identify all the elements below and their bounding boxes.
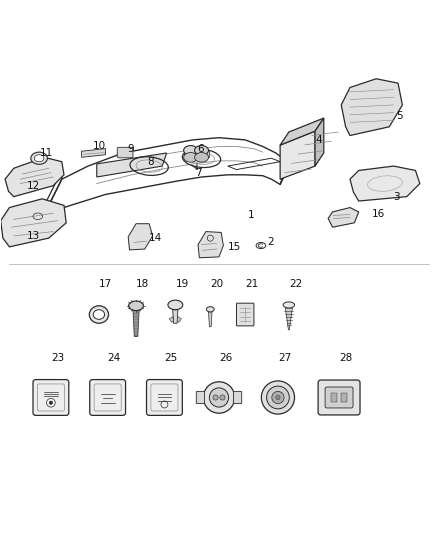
Text: 27: 27 [278, 353, 291, 363]
Ellipse shape [184, 152, 198, 162]
Text: 25: 25 [164, 353, 178, 363]
Ellipse shape [34, 155, 44, 161]
Circle shape [267, 386, 289, 409]
FancyBboxPatch shape [147, 379, 182, 415]
Polygon shape [169, 317, 173, 322]
Text: 2: 2 [267, 238, 274, 247]
Circle shape [220, 395, 225, 400]
Text: 15: 15 [228, 242, 241, 252]
Polygon shape [286, 308, 292, 330]
Ellipse shape [129, 301, 144, 311]
Text: 12: 12 [27, 181, 40, 191]
Polygon shape [5, 157, 64, 197]
Text: 5: 5 [396, 111, 403, 121]
Text: 7: 7 [195, 168, 201, 177]
Text: 14: 14 [149, 233, 162, 243]
Polygon shape [208, 312, 212, 327]
Circle shape [213, 395, 218, 400]
Text: 17: 17 [99, 279, 112, 289]
Bar [194, 150, 208, 157]
Ellipse shape [194, 152, 208, 162]
Text: 22: 22 [289, 279, 302, 289]
Polygon shape [128, 224, 152, 250]
Bar [184, 150, 198, 157]
FancyBboxPatch shape [117, 147, 133, 158]
Text: 19: 19 [175, 279, 189, 289]
Polygon shape [280, 118, 324, 145]
Polygon shape [1, 199, 66, 247]
Text: 26: 26 [219, 353, 232, 363]
Text: 9: 9 [127, 143, 134, 154]
FancyBboxPatch shape [233, 391, 242, 403]
Ellipse shape [93, 310, 105, 319]
FancyBboxPatch shape [325, 387, 353, 408]
Polygon shape [198, 231, 223, 258]
Text: 8: 8 [147, 157, 154, 167]
Bar [341, 393, 347, 402]
Bar [331, 393, 337, 402]
Polygon shape [177, 317, 181, 322]
Text: 20: 20 [210, 279, 223, 289]
Text: 21: 21 [245, 279, 258, 289]
Polygon shape [173, 310, 178, 323]
Circle shape [209, 388, 229, 407]
Circle shape [203, 382, 235, 413]
Text: 3: 3 [394, 192, 400, 201]
Polygon shape [280, 131, 315, 179]
Text: 28: 28 [339, 353, 352, 363]
Circle shape [261, 381, 294, 414]
Ellipse shape [184, 146, 198, 155]
FancyBboxPatch shape [196, 391, 205, 403]
FancyBboxPatch shape [90, 379, 126, 415]
Ellipse shape [283, 302, 294, 308]
Ellipse shape [31, 152, 47, 164]
Text: 10: 10 [92, 141, 106, 151]
Polygon shape [315, 118, 324, 166]
Ellipse shape [206, 306, 214, 312]
Ellipse shape [89, 306, 109, 323]
Polygon shape [133, 310, 139, 336]
Polygon shape [81, 149, 106, 157]
Text: 6: 6 [197, 143, 204, 154]
Polygon shape [341, 79, 403, 135]
Polygon shape [350, 166, 420, 201]
Text: 23: 23 [51, 353, 64, 363]
Text: 24: 24 [108, 353, 121, 363]
FancyBboxPatch shape [318, 380, 360, 415]
FancyBboxPatch shape [33, 379, 69, 415]
Circle shape [276, 395, 280, 400]
Polygon shape [328, 207, 359, 227]
Text: 1: 1 [247, 210, 254, 220]
Circle shape [272, 391, 284, 403]
Circle shape [49, 401, 53, 405]
Text: 4: 4 [315, 135, 321, 145]
Ellipse shape [168, 300, 183, 310]
FancyBboxPatch shape [237, 303, 254, 326]
Text: 13: 13 [27, 231, 40, 241]
Polygon shape [97, 153, 166, 177]
Text: 16: 16 [372, 209, 385, 219]
Text: 11: 11 [40, 148, 53, 158]
Text: 18: 18 [136, 279, 149, 289]
Ellipse shape [194, 146, 208, 155]
